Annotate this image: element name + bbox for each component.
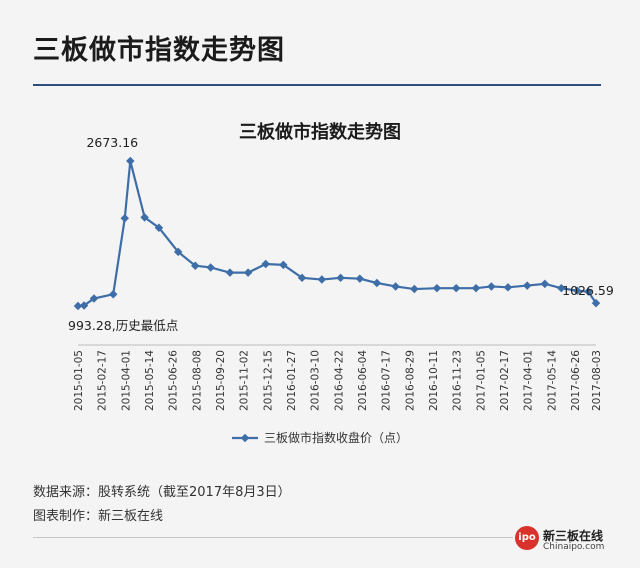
data-source: 数据来源：股转系统（截至2017年8月3日）: [33, 485, 291, 500]
data-point: [140, 213, 149, 222]
x-tick-label: 2015-04-01: [120, 350, 132, 411]
data-annotation: 1026.59: [562, 283, 614, 298]
data-point: [154, 223, 164, 232]
logo-url: Chinaipo.com: [543, 542, 605, 552]
x-tick-label: 2016-10-11: [428, 350, 440, 411]
x-tick-label: 2016-01-27: [286, 350, 298, 411]
x-tick-label: 2017-05-14: [546, 350, 558, 411]
data-point: [557, 283, 566, 293]
legend-label: 三板做市指数收盘价（点）: [264, 430, 408, 445]
series-line: [77, 160, 597, 308]
data-point: [108, 289, 118, 299]
chart-title: 三板做市指数走势图: [239, 121, 401, 143]
chinaipo-logo-icon: ipo: [515, 526, 539, 550]
x-tick-label: 2015-05-14: [144, 350, 156, 411]
data-point: [372, 278, 382, 288]
data-point: [573, 286, 582, 296]
data-point: [120, 213, 130, 223]
x-tick-label: 2015-11-02: [239, 350, 251, 411]
data-point: [126, 156, 135, 166]
data-point: [317, 275, 327, 284]
x-tick-label: 2015-06-26: [168, 350, 180, 411]
x-tick-label: 2016-04-22: [333, 350, 345, 411]
data-point: [79, 301, 89, 310]
x-tick-label: 2015-08-08: [191, 350, 203, 411]
footer-divider: [33, 537, 513, 538]
data-point: [432, 283, 442, 293]
x-tick-label: 2015-02-17: [97, 350, 109, 411]
data-point: [410, 284, 419, 294]
data-point: [261, 259, 270, 269]
x-tick-label: 2017-04-01: [523, 350, 535, 411]
data-point: [279, 260, 288, 270]
x-tick-label: 2016-11-23: [452, 350, 464, 411]
data-point: [391, 282, 400, 291]
x-tick-label: 2016-07-17: [381, 350, 393, 411]
chart-author: 图表制作：新三板在线: [33, 509, 164, 524]
x-tick-label: 2017-01-05: [475, 350, 487, 411]
data-point: [243, 268, 253, 277]
x-tick-label: 2016-08-29: [404, 350, 416, 411]
x-tick-label: 2017-06-26: [570, 350, 582, 411]
logo-name: 新三板在线: [543, 529, 604, 543]
data-point: [591, 298, 601, 308]
data-annotation: 2673.16: [86, 135, 138, 150]
data-point: [471, 283, 481, 293]
data-point: [73, 301, 83, 311]
data-annotation: 993.28,历史最低点: [68, 318, 178, 333]
data-point: [89, 294, 99, 303]
data-point: [336, 273, 345, 283]
data-point: [540, 279, 550, 289]
x-tick-label: 2015-12-15: [262, 350, 274, 411]
data-point: [451, 283, 461, 293]
data-point: [297, 273, 307, 283]
x-tick-label: 2017-02-17: [499, 350, 511, 411]
x-tick-label: 2016-06-04: [357, 350, 369, 411]
legend-swatch-marker: [240, 433, 250, 443]
data-point: [355, 274, 365, 283]
header-divider: [33, 84, 601, 86]
x-tick-label: 2015-09-20: [215, 350, 227, 411]
data-point: [173, 247, 183, 257]
data-point: [225, 268, 235, 277]
x-tick-label: 2017-08-03: [591, 350, 603, 411]
data-point: [206, 263, 215, 272]
data-point: [503, 283, 513, 292]
data-point: [487, 282, 496, 291]
x-tick-label: 2015-01-05: [73, 350, 85, 411]
page-title: 三板做市指数走势图: [33, 35, 285, 66]
data-point: [191, 261, 200, 270]
x-tick-label: 2016-03-10: [310, 350, 322, 411]
data-point: [522, 281, 532, 290]
data-point: [584, 287, 593, 296]
